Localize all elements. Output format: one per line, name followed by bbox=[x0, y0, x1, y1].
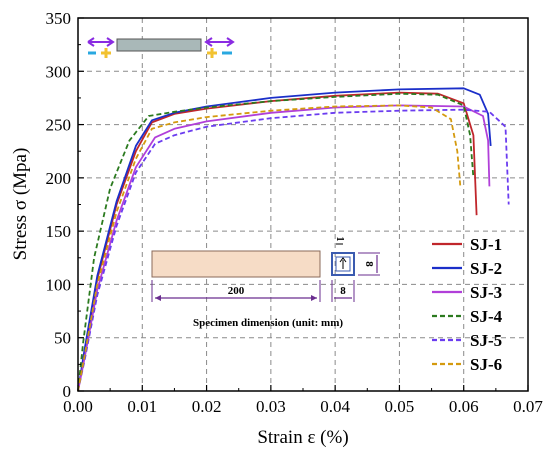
y-tick-label: 200 bbox=[46, 169, 72, 188]
y-tick-label: 300 bbox=[46, 62, 72, 81]
length-label: 200 bbox=[228, 285, 245, 297]
x-axis-title: Strain ε (%) bbox=[257, 427, 348, 448]
series-line-sj-2 bbox=[77, 87, 492, 392]
specimen-plate bbox=[151, 250, 321, 278]
left-arrowhead-icon bbox=[106, 37, 115, 47]
right-arrowhead-icon bbox=[204, 37, 213, 47]
y-tick-label: 0 bbox=[63, 382, 72, 401]
x-tick-label: 0.06 bbox=[449, 397, 479, 416]
series-layer bbox=[77, 87, 510, 392]
series-line-sj-6 bbox=[77, 104, 462, 392]
legend-label: SJ-1 bbox=[470, 235, 502, 254]
y-tick-label: 350 bbox=[46, 9, 72, 28]
specimen-bar bbox=[116, 38, 202, 52]
plot-frame bbox=[77, 17, 529, 392]
left-arrowhead-icon bbox=[87, 37, 95, 47]
cross-section-inner bbox=[335, 256, 351, 272]
series-line-sj-5 bbox=[77, 108, 510, 392]
legend-label: SJ-2 bbox=[470, 259, 502, 278]
cross-marker-icon bbox=[101, 48, 111, 58]
y-axis-title: Stress σ (Mpa) bbox=[10, 148, 31, 261]
height-label: 8 bbox=[363, 261, 375, 267]
legend-label: SJ-6 bbox=[470, 355, 502, 374]
width-label: 8 bbox=[340, 285, 346, 297]
y-tick-label: 50 bbox=[54, 329, 71, 348]
x-tick-label: 0.03 bbox=[256, 397, 286, 416]
x-tick-label: 0.07 bbox=[513, 397, 543, 416]
legend-label: SJ-5 bbox=[470, 331, 502, 350]
specimen-caption: Specimen dimension (unit: mm) bbox=[193, 317, 343, 329]
legend-label: SJ-4 bbox=[470, 307, 503, 326]
x-tick-label: 0.04 bbox=[320, 397, 350, 416]
series-line-sj-1 bbox=[77, 91, 478, 392]
cross-marker-icon bbox=[207, 48, 217, 58]
x-tick-label: 0.05 bbox=[385, 397, 415, 416]
y-tick-label: 100 bbox=[46, 275, 72, 294]
legend-label: SJ-3 bbox=[470, 283, 502, 302]
section-arrowhead-icon bbox=[339, 257, 347, 263]
specimen-bar-icon bbox=[87, 37, 235, 58]
cross-section-box bbox=[331, 252, 355, 276]
dim-arrow-icon bbox=[155, 295, 161, 301]
thickness-label: 1 bbox=[334, 237, 345, 242]
dim-arrow-icon bbox=[311, 295, 317, 301]
series-line-sj-4 bbox=[77, 92, 475, 392]
specimen-dimension-inset: 200 1 8 8 Specimen dimension (unit: mm) bbox=[151, 237, 380, 329]
x-tick-label: 0.00 bbox=[63, 397, 93, 416]
legend: SJ-1 SJ-2 SJ-3 SJ-4 SJ-5 SJ-6 bbox=[432, 235, 503, 374]
x-tick-label: 0.02 bbox=[192, 397, 222, 416]
y-tick-label: 150 bbox=[46, 222, 72, 241]
grid-layer bbox=[78, 18, 528, 391]
axis-layer: 0.00 0.01 0.02 0.03 0.04 0.05 0.06 0.07 0 50 100 15… bbox=[46, 9, 544, 416]
series-line-sj-3 bbox=[77, 104, 491, 392]
x-tick-label: 0.01 bbox=[127, 397, 157, 416]
y-tick-label: 250 bbox=[46, 116, 72, 135]
right-arrowhead-icon bbox=[226, 37, 235, 47]
